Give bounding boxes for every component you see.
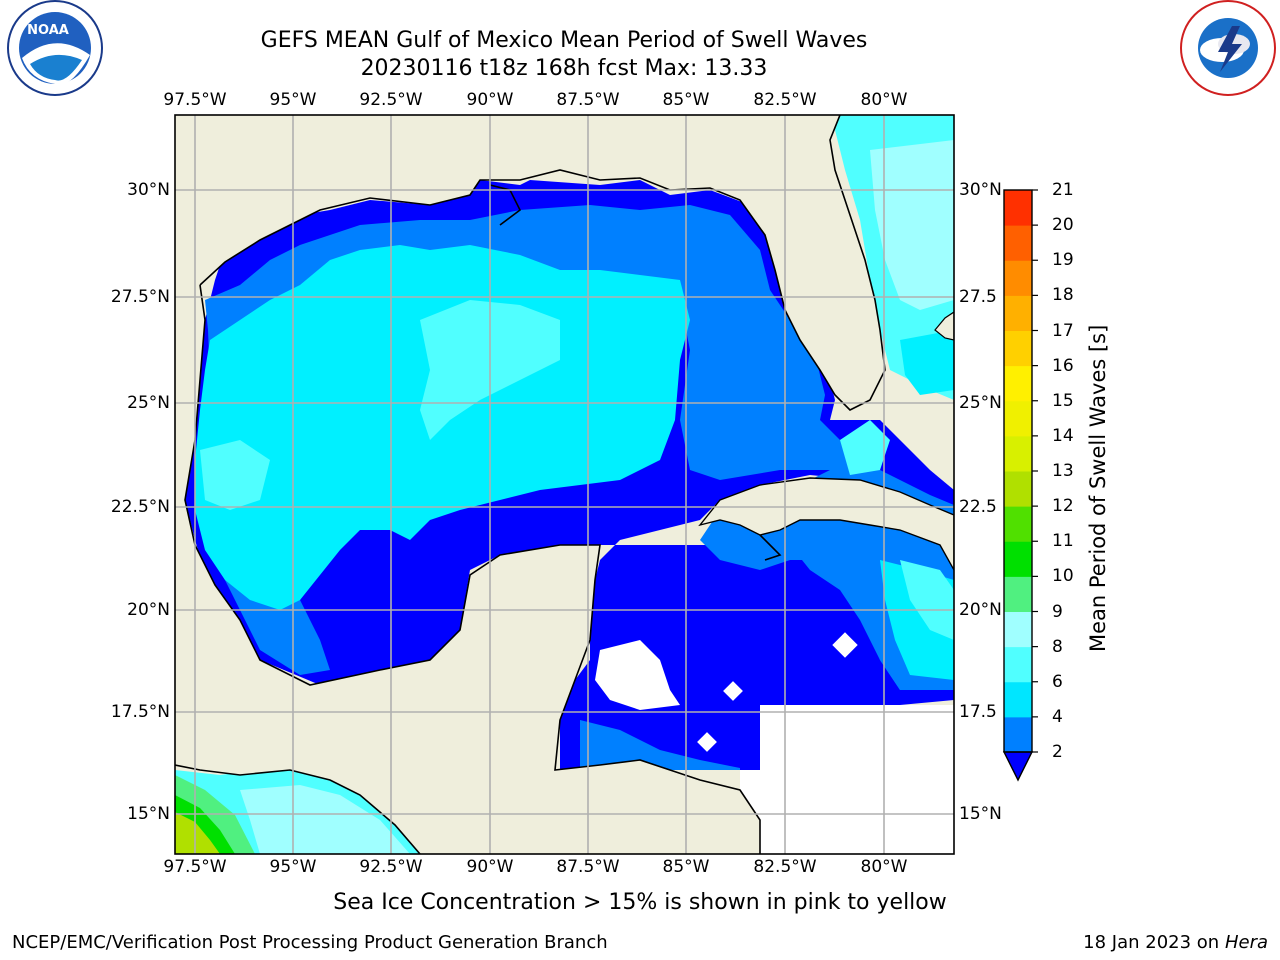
colorbar-under-triangle: [1002, 751, 1034, 782]
lon-label-bottom: 85°W: [662, 857, 710, 877]
lon-label-bottom: 82.5°W: [753, 857, 817, 877]
lon-label-bottom: 90°W: [466, 857, 514, 877]
lat-label-left: 15°N: [127, 804, 170, 824]
lat-label-right: 22.5: [959, 497, 997, 517]
footer-date: 18 Jan 2023 on Hera: [1083, 932, 1268, 953]
lon-label-top: 92.5°W: [359, 90, 423, 110]
map-frame: [174, 114, 955, 855]
lon-label-top: 97.5°W: [163, 90, 227, 110]
colorbar-swatch: [1004, 541, 1032, 577]
lon-label-bottom: 95°W: [269, 857, 317, 877]
no-data-patch-2: [832, 632, 858, 658]
colorbar-swatch: [1004, 365, 1032, 402]
bahamas-land: [934, 311, 954, 341]
lon-label-bottom: 97.5°W: [163, 857, 227, 877]
lon-label-top: 90°W: [466, 90, 514, 110]
colorbar-swatch: [1004, 190, 1032, 226]
lat-label-right: 20°N: [959, 600, 1002, 620]
lon-label-bottom: 92.5°W: [359, 857, 423, 877]
colorbar-level-label: 16: [1052, 355, 1074, 376]
lat-label-right: 17.5: [959, 702, 997, 722]
colorbar-level-label: 12: [1052, 496, 1074, 517]
colorbar-level-label: 2: [1052, 742, 1063, 762]
no-data-caribbean: [740, 705, 954, 854]
colorbar-swatch: [1004, 225, 1032, 261]
lat-label-left: 27.5°N: [110, 287, 170, 307]
colorbar-level-label: 17: [1052, 320, 1074, 341]
footer-credit: NCEP/EMC/Verification Post Processing Pr…: [12, 932, 608, 953]
us-land: [175, 115, 885, 410]
atlantic-light-cyan: [870, 140, 954, 310]
gulf-light-cyan-3: [840, 420, 890, 475]
lon-label-bottom: 80°W: [860, 857, 908, 877]
colorbar-swatch: [1004, 646, 1032, 683]
noaa-logo-text: NOAA: [27, 23, 69, 38]
lat-label-left: 17.5°N: [110, 702, 170, 722]
colorbar-level-label: 9: [1052, 601, 1063, 622]
lon-label-top: 95°W: [269, 90, 317, 110]
coastlines: [175, 115, 886, 854]
colorbar-swatch: [1004, 260, 1032, 296]
lon-label-bottom: 87.5°W: [556, 857, 620, 877]
colorbar-level-label: 21: [1052, 180, 1074, 200]
colorbar-title: Mean Period of Swell Waves [s]: [1086, 324, 1110, 652]
gulf-light-cyan-2: [200, 440, 270, 510]
sea-ice-note: Sea Ice Concentration > 15% is shown in …: [0, 890, 1280, 915]
colorbar-level-label: 4: [1052, 706, 1063, 727]
lat-label-right: 15°N: [959, 804, 1002, 824]
footer-date-text: 18 Jan 2023 on: [1083, 932, 1225, 953]
colorbar: [1002, 189, 1038, 782]
lat-label-left: 25°N: [127, 393, 170, 413]
lon-label-top: 87.5°W: [556, 90, 620, 110]
caribbean-light-cyan: [900, 560, 954, 640]
lon-label-top: 82.5°W: [753, 90, 817, 110]
noaa-logo: NOAA: [7, 0, 103, 96]
colorbar-swatch: [1004, 435, 1032, 472]
sea-ice-note-text: Sea Ice Concentration > 15% is shown in …: [333, 890, 947, 915]
colorbar-swatch: [1004, 471, 1032, 507]
colorbar-level-label: 14: [1052, 425, 1074, 446]
colorbar-level-label: 19: [1052, 250, 1074, 271]
colorbar-level-label: 8: [1052, 636, 1063, 657]
colorbar-level-label: 11: [1052, 531, 1074, 552]
grid-lines: [175, 115, 954, 854]
lat-label-left: 30°N: [127, 180, 170, 200]
no-data-patch-1: [595, 640, 680, 710]
colorbar-swatch: [1004, 330, 1032, 367]
no-data-patch-4: [697, 732, 717, 752]
lat-label-right: 25°N: [959, 393, 1002, 413]
chart-subtitle: 20230116 t18z 168h fcst Max: 13.33: [360, 56, 768, 81]
colorbar-level-label: 15: [1052, 390, 1074, 411]
colorbar-swatch: [1004, 400, 1032, 437]
colorbar-level-label: 18: [1052, 285, 1074, 306]
lat-label-left: 22.5°N: [110, 497, 170, 517]
lat-label-left: 20°N: [127, 600, 170, 620]
colorbar-swatch: [1004, 611, 1032, 648]
colorbar-swatch: [1004, 295, 1032, 331]
lat-label-right: 27.5: [959, 287, 997, 307]
lat-label-right: 30°N: [959, 180, 1002, 200]
colorbar-level-label: 10: [1052, 566, 1074, 587]
colorbar-swatch: [1004, 576, 1032, 612]
colorbar-swatch: [1004, 681, 1032, 718]
colorbar-level-label: 20: [1052, 215, 1074, 236]
no-data-patch-3: [723, 681, 743, 701]
nws-logo: [1180, 0, 1276, 96]
lon-label-top: 80°W: [860, 90, 908, 110]
colorbar-level-label: 6: [1052, 671, 1063, 692]
atlantic-strip-cyan: [900, 330, 954, 395]
lon-label-top: 85°W: [662, 90, 710, 110]
pacific-light-cyan: [240, 785, 410, 854]
colorbar-level-label: 13: [1052, 461, 1074, 481]
footer-host: Hera: [1224, 932, 1268, 953]
pacific-yellow-green: [175, 812, 220, 854]
colorbar-swatch: [1004, 716, 1032, 753]
mexico-land: [175, 290, 760, 854]
yucatan-channel-blue: [580, 720, 740, 770]
map-area: [175, 115, 954, 854]
colorbar-swatch: [1004, 506, 1032, 542]
chart-title: GEFS MEAN Gulf of Mexico Mean Period of …: [260, 28, 868, 53]
